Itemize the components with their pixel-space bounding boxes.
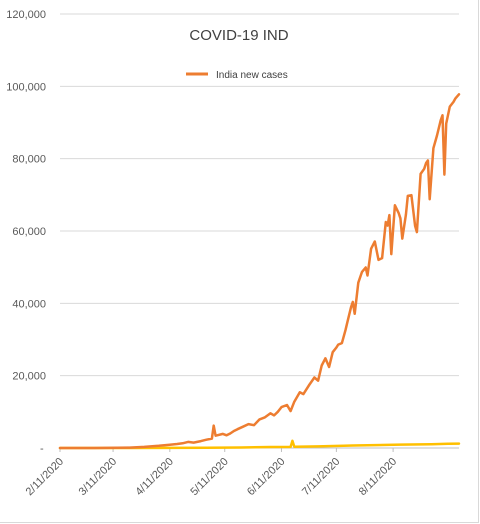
series-line-india-new-cases [58, 93, 461, 450]
series-line-secondary [58, 439, 461, 450]
x-axis: 2/11/2020 3/11/2020 4/11/2020 5/11/2020 6/11… [24, 448, 400, 499]
y-tick-label: 120,000 [6, 9, 46, 21]
legend-label-india-new-cases: India new cases [216, 70, 288, 81]
x-tick-label: 8/11/2020 [357, 456, 400, 499]
y-tick-label: 60,000 [12, 226, 46, 238]
x-tick-label: 3/11/2020 [77, 456, 120, 499]
series-layer [58, 93, 461, 450]
x-tick-label: 5/11/2020 [188, 456, 231, 499]
y-tick-label: - [40, 443, 44, 455]
y-tick-label: 20,000 [12, 371, 46, 383]
x-tick-label: 4/11/2020 [133, 456, 176, 499]
legend: India new cases [186, 70, 288, 81]
y-tick-label: 80,000 [12, 154, 46, 166]
y-axis: - 20,000 40,000 60,000 80,000 100,000 120,000 [6, 9, 46, 455]
x-tick-label: 6/11/2020 [245, 456, 288, 499]
x-tick-label: 2/11/2020 [24, 456, 67, 499]
y-tick-label: 100,000 [6, 81, 46, 93]
chart-title: COVID-19 IND [189, 27, 288, 44]
x-tick-label: 7/11/2020 [300, 456, 343, 499]
gridlines [60, 13, 459, 449]
y-tick-label: 40,000 [12, 298, 46, 310]
